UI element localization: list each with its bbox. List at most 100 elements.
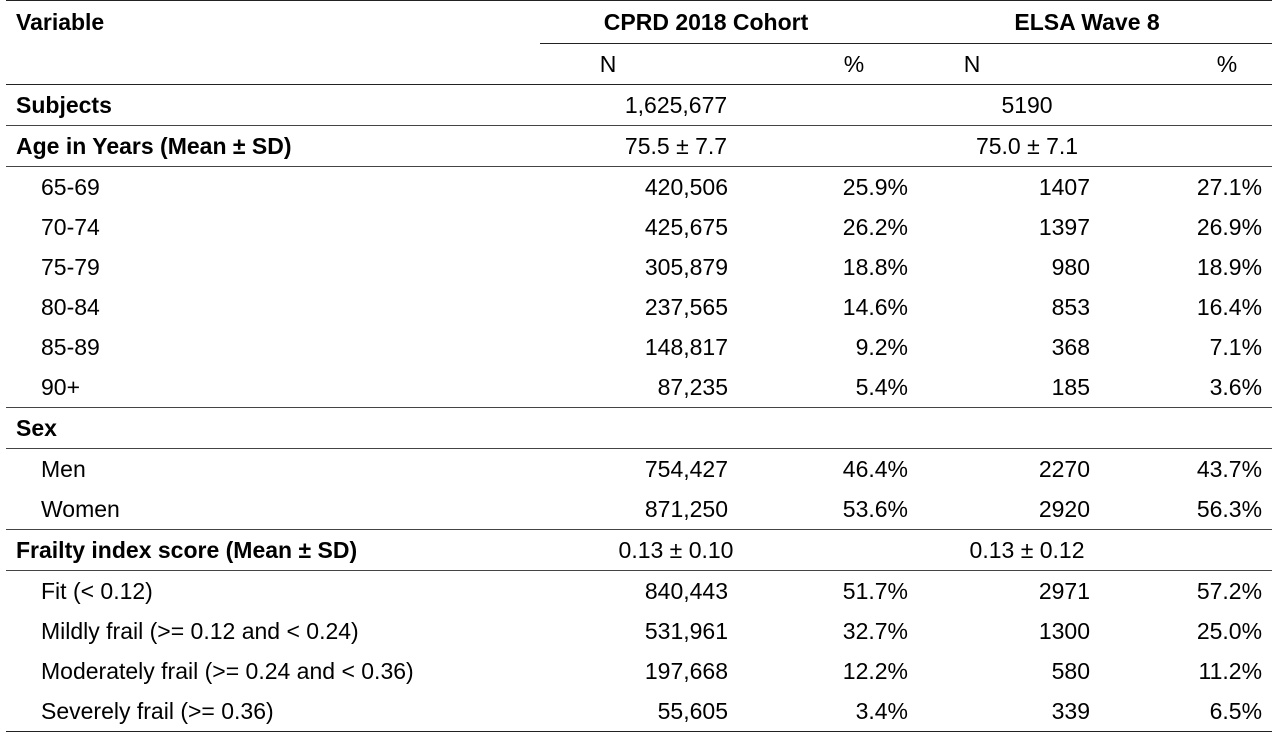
cprd-pct: 14.6% bbox=[842, 294, 909, 320]
cprd-pct: 46.4% bbox=[842, 456, 909, 482]
cprd-pct: 25.9% bbox=[842, 174, 909, 200]
row-label: Mildly frail (>= 0.12 and < 0.24) bbox=[41, 618, 359, 644]
cprd-n: 148,817 bbox=[644, 334, 728, 360]
elsa-n-header: N bbox=[912, 43, 1163, 85]
age-label: Age in Years (Mean ± SD) bbox=[6, 125, 540, 167]
cohort-characteristics-table: Variable CPRD 2018 Cohort ELSA Wave 8 N … bbox=[6, 0, 1273, 732]
row-label: 85-89 bbox=[41, 334, 100, 360]
cprd-n-header: N bbox=[540, 43, 786, 85]
table-row: 90+ 87,235 5.4% 185 3.6% bbox=[6, 367, 1273, 408]
row-label: 90+ bbox=[6, 367, 540, 408]
subjects-elsa: 5190 bbox=[912, 84, 1273, 126]
table-row: Men 754,427 46.4% 2270 43.7% bbox=[6, 449, 1272, 490]
elsa-n: 980 bbox=[1051, 254, 1091, 280]
header-row-subcols: N % N % bbox=[6, 43, 1273, 85]
sex-cprd-blank bbox=[540, 407, 786, 449]
cprd-group-header: CPRD 2018 Cohort bbox=[540, 0, 913, 44]
elsa-pct: 7.1% bbox=[1209, 334, 1263, 360]
cprd-n: 840,443 bbox=[644, 578, 728, 604]
frailty-cprd: 0.13 ± 0.10 bbox=[540, 529, 913, 571]
cprd-pct: 9.2% bbox=[855, 334, 909, 360]
elsa-n: 580 bbox=[1051, 658, 1091, 684]
cprd-pct: 12.2% bbox=[842, 658, 909, 684]
row-label: Fit (< 0.12) bbox=[41, 578, 153, 604]
elsa-n: 2270 bbox=[1038, 456, 1091, 482]
row-label: Men bbox=[41, 456, 86, 482]
cprd-pct: 51.7% bbox=[842, 578, 909, 604]
cprd-pct: 53.6% bbox=[786, 489, 913, 530]
cprd-n: 237,565 bbox=[644, 294, 728, 320]
age-row: Age in Years (Mean ± SD) 75.5 ± 7.7 75.0… bbox=[6, 125, 1273, 167]
elsa-pct: 27.1% bbox=[1196, 174, 1263, 200]
table-row: Severely frail (>= 0.36) 55,605 3.4% 339… bbox=[6, 691, 1273, 732]
row-label: Women bbox=[6, 489, 540, 530]
cprd-n: 55,605 bbox=[540, 691, 786, 732]
elsa-n: 853 bbox=[1051, 294, 1091, 320]
elsa-pct: 26.9% bbox=[1196, 214, 1263, 240]
table-row: Women 871,250 53.6% 2920 56.3% bbox=[6, 489, 1273, 530]
row-label: Moderately frail (>= 0.24 and < 0.36) bbox=[41, 658, 414, 684]
subjects-row: Subjects 1,625,677 5190 bbox=[6, 84, 1273, 126]
elsa-n: 2971 bbox=[1038, 578, 1091, 604]
cprd-n: 425,675 bbox=[644, 214, 728, 240]
subjects-label: Subjects bbox=[6, 84, 540, 126]
table-row: 80-84 237,565 14.6% 853 16.4% bbox=[6, 287, 1272, 327]
cprd-pct: 26.2% bbox=[842, 214, 909, 240]
elsa-n: 1407 bbox=[1038, 174, 1091, 200]
row-label: 65-69 bbox=[41, 174, 100, 200]
cprd-pct: 18.8% bbox=[842, 254, 909, 280]
elsa-pct: 11.2% bbox=[1198, 658, 1263, 684]
elsa-pct: 18.9% bbox=[1196, 254, 1263, 280]
table-row: Fit (< 0.12) 840,443 51.7% 2971 57.2% bbox=[6, 571, 1272, 612]
cprd-n: 754,427 bbox=[644, 456, 728, 482]
table-row: 70-74 425,675 26.2% 1397 26.9% bbox=[6, 207, 1272, 247]
cprd-pct: 32.7% bbox=[842, 618, 909, 644]
header-row-groups: Variable CPRD 2018 Cohort ELSA Wave 8 bbox=[6, 0, 1273, 44]
header-blank bbox=[6, 43, 540, 85]
cprd-n: 420,506 bbox=[644, 174, 728, 200]
cprd-pct-header: % bbox=[786, 43, 913, 85]
cprd-pct: 5.4% bbox=[786, 367, 913, 408]
elsa-n: 1397 bbox=[1038, 214, 1091, 240]
row-label: 80-84 bbox=[41, 294, 100, 320]
age-elsa: 75.0 ± 7.1 bbox=[912, 125, 1273, 167]
age-cprd: 75.5 ± 7.7 bbox=[540, 125, 913, 167]
elsa-n: 368 bbox=[1051, 334, 1091, 360]
table-row: Moderately frail (>= 0.24 and < 0.36) 19… bbox=[6, 651, 1272, 691]
elsa-pct: 16.4% bbox=[1196, 294, 1263, 320]
sex-elsa-pct-blank bbox=[1162, 407, 1273, 449]
elsa-pct: 56.3% bbox=[1162, 489, 1273, 530]
table-row: 75-79 305,879 18.8% 980 18.9% bbox=[6, 247, 1272, 287]
row-label: Severely frail (>= 0.36) bbox=[6, 691, 540, 732]
elsa-n: 339 bbox=[912, 691, 1163, 732]
frailty-elsa: 0.13 ± 0.12 bbox=[912, 529, 1273, 571]
elsa-n: 1300 bbox=[1038, 618, 1091, 644]
elsa-n: 185 bbox=[912, 367, 1163, 408]
table-row: 85-89 148,817 9.2% 368 7.1% bbox=[6, 327, 1272, 367]
row-label: 70-74 bbox=[41, 214, 100, 240]
sex-row: Sex bbox=[6, 407, 1273, 449]
elsa-pct-header: % bbox=[1162, 43, 1273, 85]
cprd-n: 197,668 bbox=[644, 658, 728, 684]
cprd-n: 305,879 bbox=[644, 254, 728, 280]
variable-header: Variable bbox=[6, 0, 540, 44]
sex-elsa-blank bbox=[912, 407, 1163, 449]
cprd-n: 87,235 bbox=[540, 367, 786, 408]
cprd-n: 871,250 bbox=[540, 489, 786, 530]
elsa-n: 2920 bbox=[912, 489, 1163, 530]
elsa-pct: 3.6% bbox=[1162, 367, 1273, 408]
table-row: 65-69 420,506 25.9% 1407 27.1% bbox=[6, 167, 1272, 208]
cprd-pct: 3.4% bbox=[786, 691, 913, 732]
elsa-group-header: ELSA Wave 8 bbox=[912, 0, 1273, 44]
cprd-n: 531,961 bbox=[644, 618, 728, 644]
frailty-label: Frailty index score (Mean ± SD) bbox=[6, 529, 540, 571]
elsa-pct: 43.7% bbox=[1196, 456, 1263, 482]
frailty-row: Frailty index score (Mean ± SD) 0.13 ± 0… bbox=[6, 529, 1273, 571]
row-label: 75-79 bbox=[41, 254, 100, 280]
subjects-cprd: 1,625,677 bbox=[540, 84, 913, 126]
sex-cprd-pct-blank bbox=[786, 407, 913, 449]
sex-label: Sex bbox=[6, 407, 540, 449]
elsa-pct: 57.2% bbox=[1196, 578, 1263, 604]
elsa-pct: 25.0% bbox=[1196, 618, 1263, 644]
